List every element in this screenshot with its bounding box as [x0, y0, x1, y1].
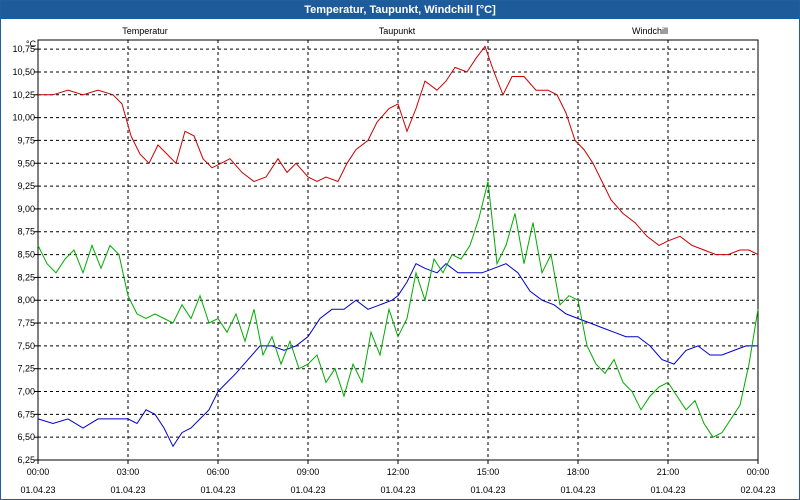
- y-tick-label: 6,50: [17, 432, 35, 442]
- series-line-temperatur: [38, 45, 759, 256]
- x-tick-date-label: 02.04.23: [740, 485, 775, 495]
- x-tick-time-label: 18:00: [567, 467, 590, 477]
- x-tick-date-label: 01.04.23: [290, 485, 325, 495]
- x-tick-time-label: 12:00: [387, 467, 410, 477]
- x-tick-date-label: 01.04.23: [110, 485, 145, 495]
- x-tick-date-label: 01.04.23: [560, 485, 595, 495]
- y-tick-label: 9,50: [17, 158, 35, 168]
- y-tick-label: 6,75: [17, 409, 35, 419]
- y-tick-label: 10,75: [12, 44, 35, 54]
- x-tick-time-label: 00:00: [27, 467, 50, 477]
- y-tick-label: 6,25: [17, 455, 35, 465]
- y-tick-label: 7,50: [17, 341, 35, 351]
- x-tick-time-label: 15:00: [477, 467, 500, 477]
- x-tick-date-label: 01.04.23: [380, 485, 415, 495]
- y-tick-label: 9,25: [17, 181, 35, 191]
- x-tick-time-label: 06:00: [207, 467, 230, 477]
- x-tick-time-label: 00:00: [747, 467, 770, 477]
- y-tick-label: 10,50: [12, 67, 35, 77]
- x-tick-date-label: 01.04.23: [20, 485, 55, 495]
- y-tick-label: 10,00: [12, 113, 35, 123]
- legend-windchill: Windchill: [632, 26, 668, 36]
- y-tick-label: 7,25: [17, 364, 35, 374]
- x-tick-date-label: 01.04.23: [200, 485, 235, 495]
- x-tick-time-label: 09:00: [297, 467, 320, 477]
- x-tick-date-label: 01.04.23: [650, 485, 685, 495]
- y-tick-label: 7,75: [17, 318, 35, 328]
- series-line-taupunkt: [37, 263, 758, 448]
- x-axis-ticks: 00:00 01.04.23 03:00 01.04.23 06:00 01.04.23 0…: [20, 460, 776, 495]
- legend-temperatur: Temperatur: [122, 26, 168, 36]
- series-line-windchill: [37, 181, 759, 438]
- series-lines: [37, 45, 759, 448]
- x-tick-time-label: 21:00: [657, 467, 680, 477]
- y-tick-label: 9,00: [17, 204, 35, 214]
- y-tick-label: 8,50: [17, 250, 35, 260]
- legend-taupunkt: Taupunkt: [379, 26, 416, 36]
- x-tick-time-label: 03:00: [117, 467, 140, 477]
- y-tick-label: 8,25: [17, 272, 35, 282]
- chart-title: Temperatur, Taupunkt, Windchill [°C]: [1, 1, 799, 19]
- y-tick-label: 9,75: [17, 135, 35, 145]
- y-axis-unit: °C: [26, 39, 37, 49]
- y-tick-label: 8,75: [17, 227, 35, 237]
- y-axis-ticks: 6,25 6,50 6,75 7,00 7,25 7,50 7,75 8,00 8,25 8,50…: [12, 44, 38, 465]
- x-tick-date-label: 01.04.23: [470, 485, 505, 495]
- y-tick-label: 7,00: [17, 387, 35, 397]
- y-tick-label: 10,25: [12, 90, 35, 100]
- y-tick-label: 8,00: [17, 295, 35, 305]
